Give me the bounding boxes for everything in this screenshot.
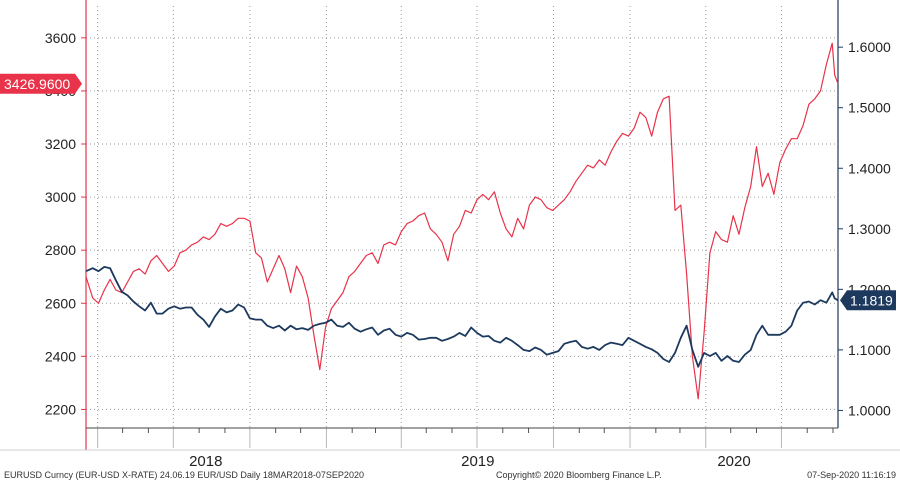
series-layer bbox=[85, 42, 839, 400]
series-line-left-axis bbox=[85, 42, 839, 400]
left-axis-tick-label: 3600 bbox=[45, 30, 76, 46]
axes: 220024002600280030003200340036001.00001.… bbox=[0, 0, 900, 470]
left-last-value-label: 3426.9600 bbox=[4, 76, 70, 92]
right-axis-tick-label: 1.0000 bbox=[848, 402, 891, 418]
footer-copyright: Copyright© 2020 Bloomberg Finance L.P. bbox=[496, 470, 662, 480]
right-axis-tick-label: 1.3000 bbox=[848, 221, 891, 237]
right-axis-tick-label: 1.6000 bbox=[848, 39, 891, 55]
left-axis-tick-label: 2400 bbox=[45, 348, 76, 364]
footer: EURUSD Curncy (EUR-USD X-RATE) 24.06.19 … bbox=[4, 470, 896, 480]
left-axis-tick-label: 3200 bbox=[45, 136, 76, 152]
right-last-value-label: 1.1819 bbox=[850, 292, 893, 308]
left-last-value-tag bbox=[0, 73, 82, 94]
x-axis-year-label: 2018 bbox=[189, 453, 222, 470]
right-axis-tick-label: 1.5000 bbox=[848, 100, 891, 116]
right-axis-tick-label: 1.4000 bbox=[848, 160, 891, 176]
right-last-value-tag bbox=[840, 290, 896, 311]
grid-lines bbox=[86, 6, 838, 428]
value-labels: 3426.9600 1.1819 bbox=[0, 73, 896, 311]
left-axis-tick-label: 3000 bbox=[45, 189, 76, 205]
left-axis-tick-label: 2800 bbox=[45, 242, 76, 258]
right-axis-tick-label: 1.1000 bbox=[848, 342, 891, 358]
footer-series-info: EURUSD Curncy (EUR-USD X-RATE) 24.06.19 … bbox=[4, 470, 364, 480]
x-axis-year-label: 2020 bbox=[717, 453, 750, 470]
x-axis-year-label: 2019 bbox=[461, 453, 494, 470]
left-axis-tick-label: 2600 bbox=[45, 295, 76, 311]
series-line-right-axis bbox=[85, 266, 839, 368]
footer-timestamp: 07-Sep-2020 11:16:19 bbox=[807, 470, 896, 480]
left-axis-tick-label: 2200 bbox=[45, 401, 76, 417]
